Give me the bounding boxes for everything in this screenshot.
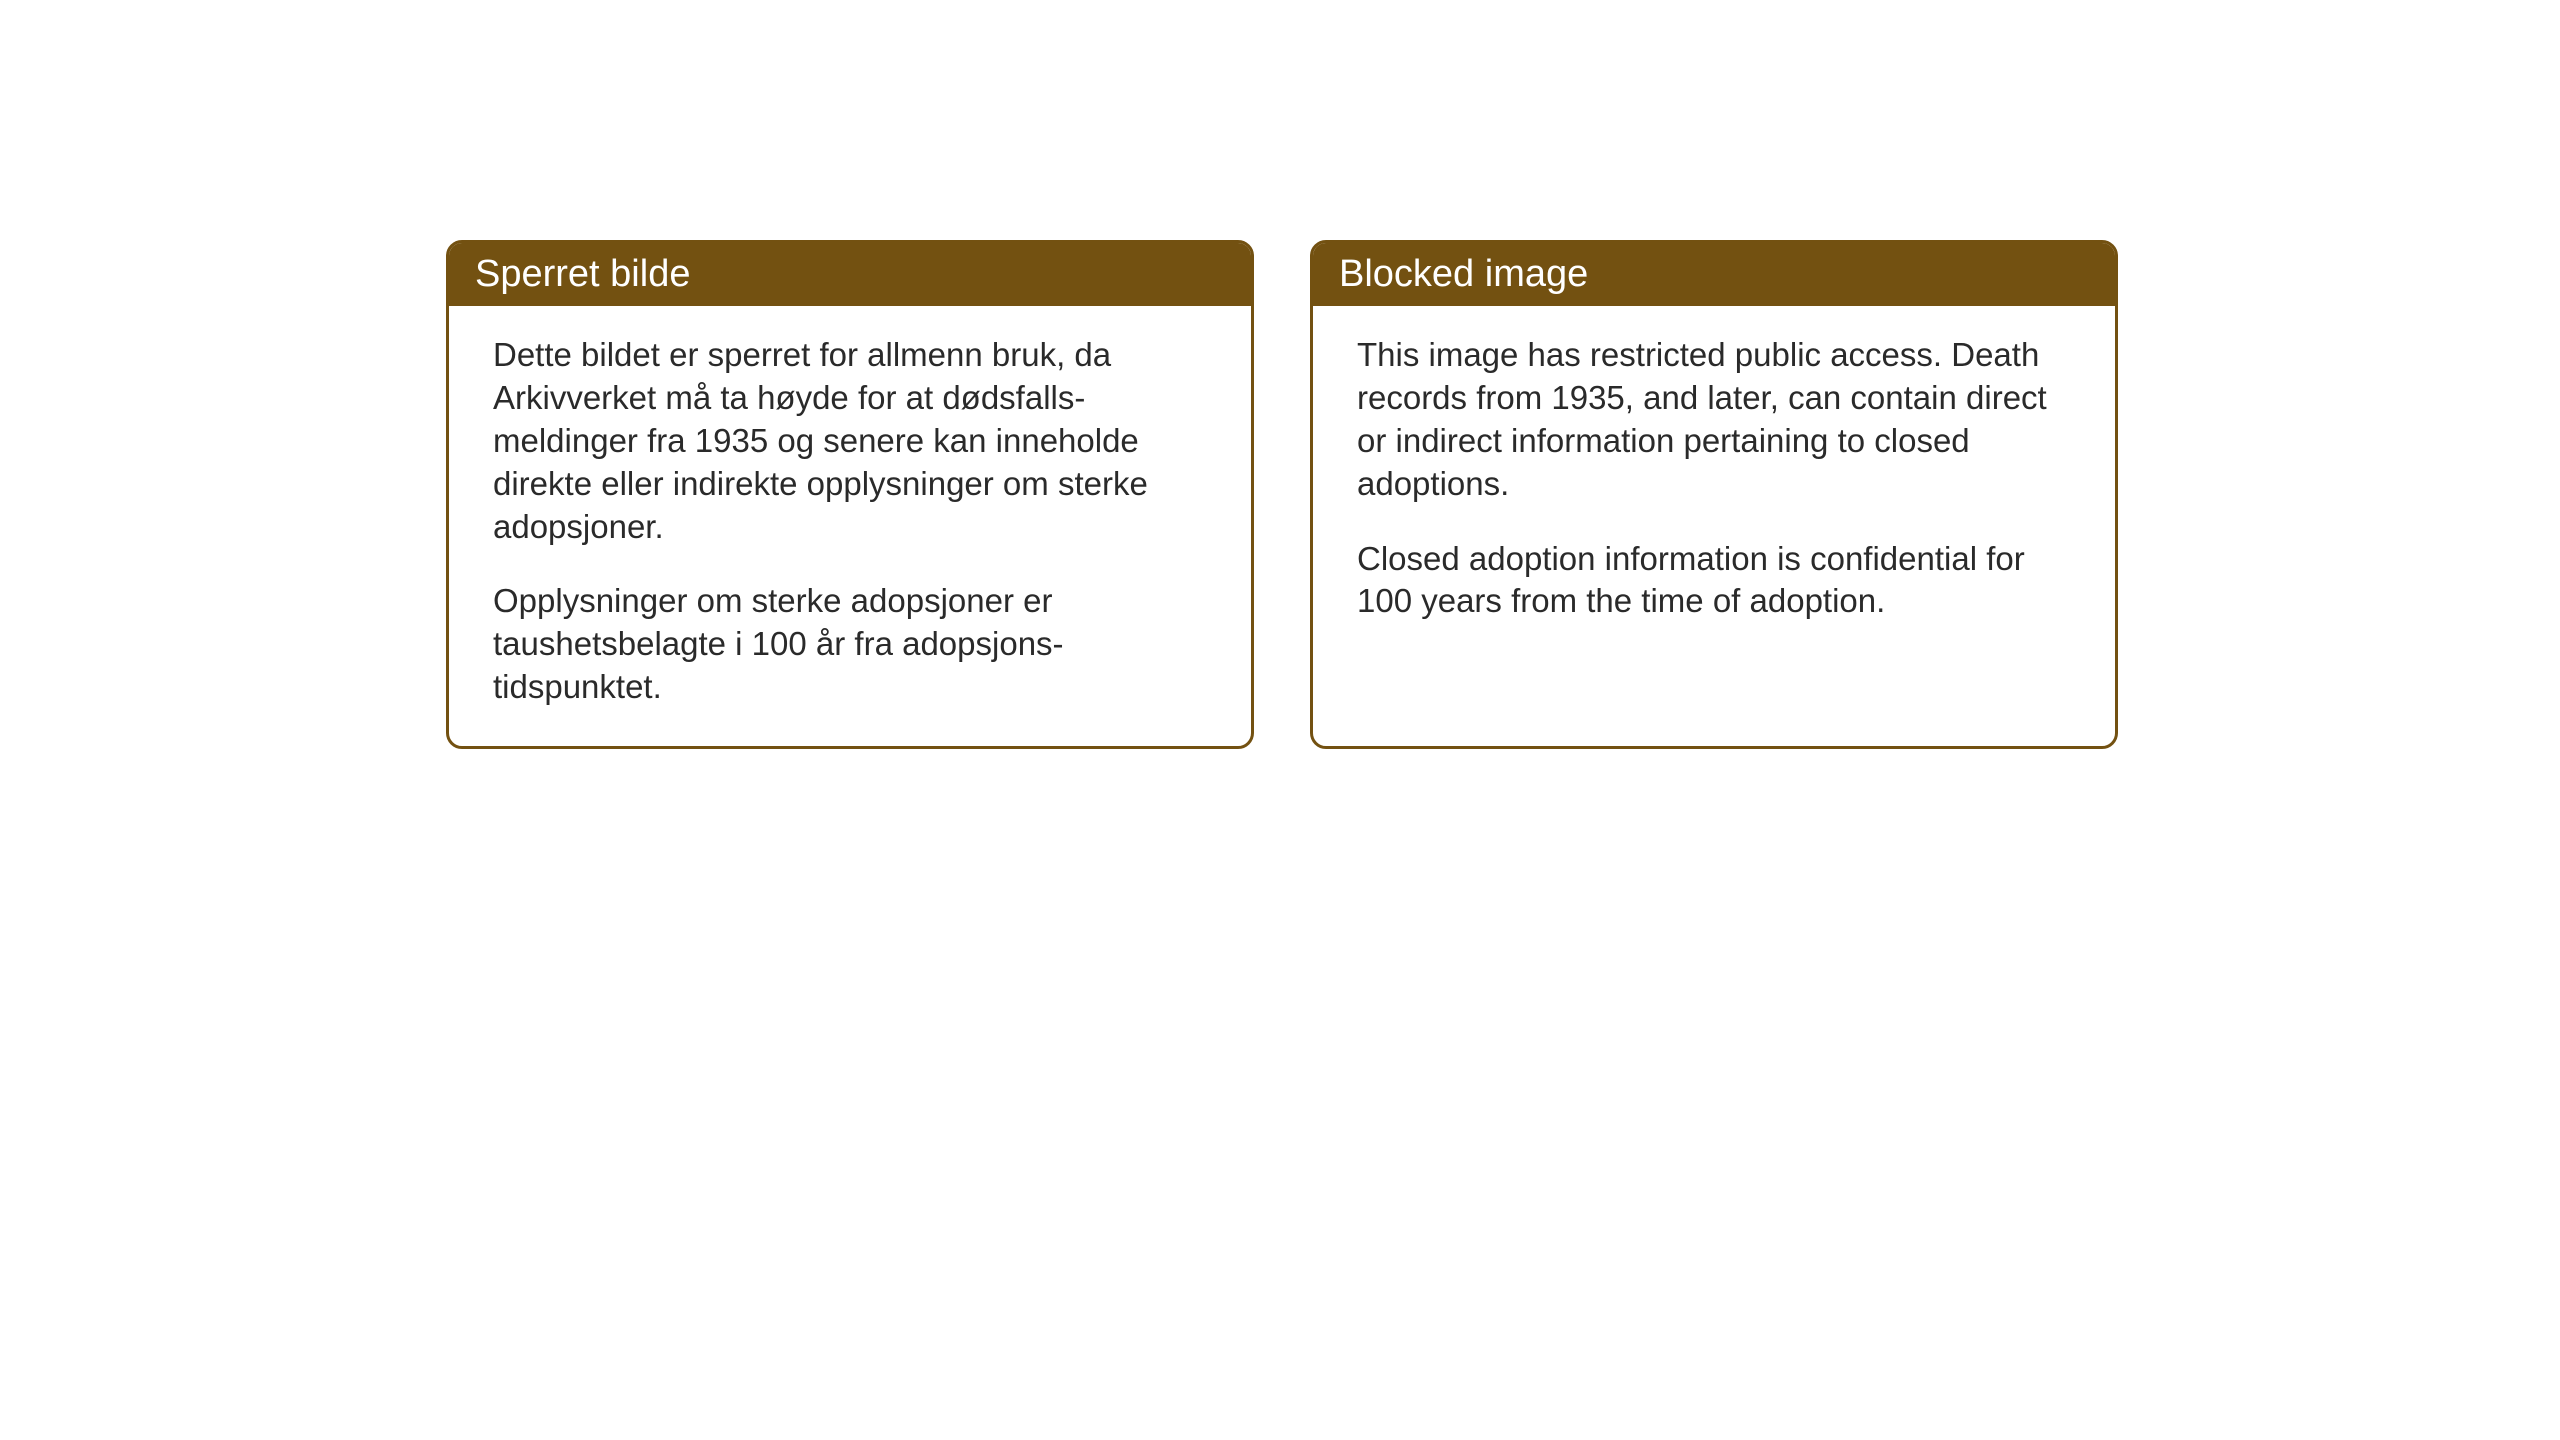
- notice-container: Sperret bilde Dette bildet er sperret fo…: [446, 240, 2118, 749]
- notice-header-norwegian: Sperret bilde: [449, 243, 1251, 306]
- notice-body-english: This image has restricted public access.…: [1313, 306, 2115, 746]
- notice-paragraph-2-english: Closed adoption information is confident…: [1357, 538, 2071, 624]
- notice-title-norwegian: Sperret bilde: [475, 253, 690, 295]
- notice-header-english: Blocked image: [1313, 243, 2115, 306]
- notice-paragraph-1-norwegian: Dette bildet er sperret for allmenn bruk…: [493, 334, 1207, 548]
- notice-box-english: Blocked image This image has restricted …: [1310, 240, 2118, 749]
- notice-paragraph-2-norwegian: Opplysninger om sterke adopsjoner er tau…: [493, 580, 1207, 709]
- notice-box-norwegian: Sperret bilde Dette bildet er sperret fo…: [446, 240, 1254, 749]
- notice-title-english: Blocked image: [1339, 253, 1588, 295]
- notice-paragraph-1-english: This image has restricted public access.…: [1357, 334, 2071, 506]
- notice-body-norwegian: Dette bildet er sperret for allmenn bruk…: [449, 306, 1251, 746]
